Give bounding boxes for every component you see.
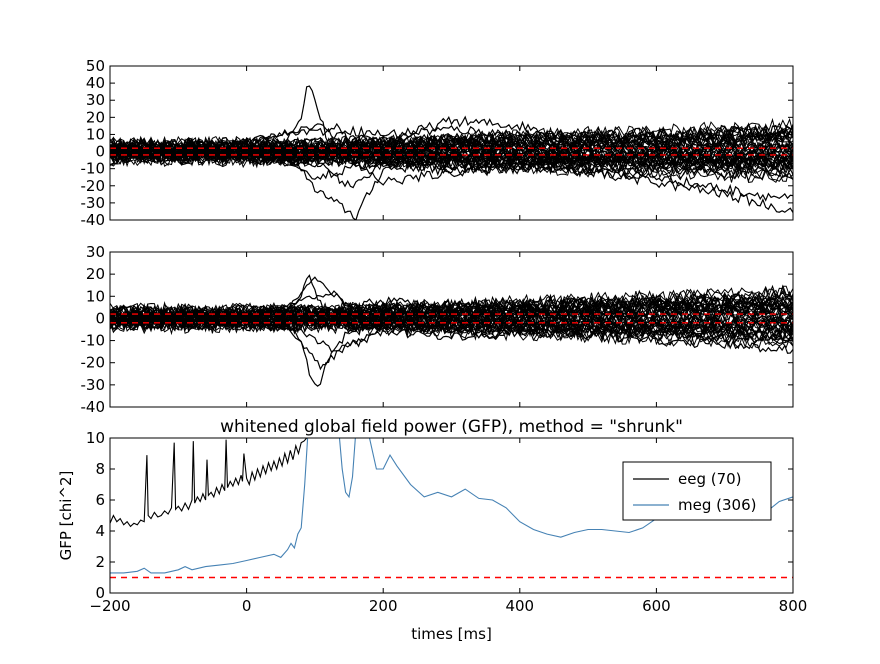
channel-trace-bulk [110,145,793,171]
channel-trace-bulk [110,316,793,349]
channel-trace-bulk [110,284,793,320]
y-tick-label: 20 [86,108,105,126]
plot-area [110,274,793,387]
y-tick-label: -20 [81,177,106,195]
axes-frame [109,437,794,594]
y-axis-label: GFP [chi^2] [57,471,75,561]
y-tick-label: -10 [81,332,106,350]
y-tick-label: -20 [81,354,106,372]
series-line-1 [110,438,793,574]
y-tick-label: 0 [95,143,105,161]
channel-trace-bulk [110,132,793,157]
channel-trace-bulk [110,121,793,154]
y-tick-label: 40 [86,74,105,92]
channel-trace-bulk [110,147,793,174]
axes-frame [109,65,794,221]
x-tick-label: 400 [505,597,534,615]
legend: eeg (70) meg (306) [622,461,772,521]
x-tick-label: −200 [89,597,130,615]
y-tick-label: -30 [81,194,106,212]
y-tick-label: 0 [95,309,105,327]
y-tick-label: 10 [86,429,105,447]
plot-area [110,85,793,220]
y-tick-label: -40 [81,211,106,229]
x-tick-label: 800 [779,597,808,615]
axes-frame [109,251,794,408]
legend-box [622,461,772,521]
y-tick-label: -40 [81,398,106,416]
y-tick-label: 8 [95,460,105,478]
channel-trace-bulk [110,150,793,182]
plot-area [110,438,793,579]
chart-title: whitened global field power (GFP), metho… [220,417,683,437]
y-tick-label: -30 [81,376,106,394]
channel-trace-2 [110,115,793,153]
x-tick-label: 600 [642,597,671,615]
y-tick-label: 2 [95,553,105,571]
legend-label: meg (306) [678,496,756,514]
meg-whitened-panel: -40 -30 -20 -10 0 10 20 30 [81,243,794,416]
channel-trace-bulk [110,117,793,153]
channel-trace-bulk [110,293,793,322]
legend-label: eeg (70) [678,470,742,488]
y-tick-label: 10 [86,125,105,143]
series-line-0 [110,438,308,528]
channel-trace-bulk [110,296,793,323]
x-axis-label: times [ms] [411,625,492,643]
y-tick-label: 30 [86,91,105,109]
y-tick-label: 0 [95,584,105,602]
channel-trace-bulk [110,126,793,156]
y-tick-label: 10 [86,287,105,305]
x-tick-label: 0 [242,597,252,615]
y-tick-label: 20 [86,265,105,283]
y-tick-label: -10 [81,160,106,178]
x-tick-label: 200 [369,597,398,615]
y-tick-label: 30 [86,243,105,261]
channel-trace-bulk [110,150,793,184]
channel-trace-bulk [110,137,793,159]
y-tick-label: 50 [86,57,105,75]
channel-trace-bulk [110,132,793,157]
y-tick-label: 6 [95,491,105,509]
y-tick-label: 4 [95,522,105,540]
